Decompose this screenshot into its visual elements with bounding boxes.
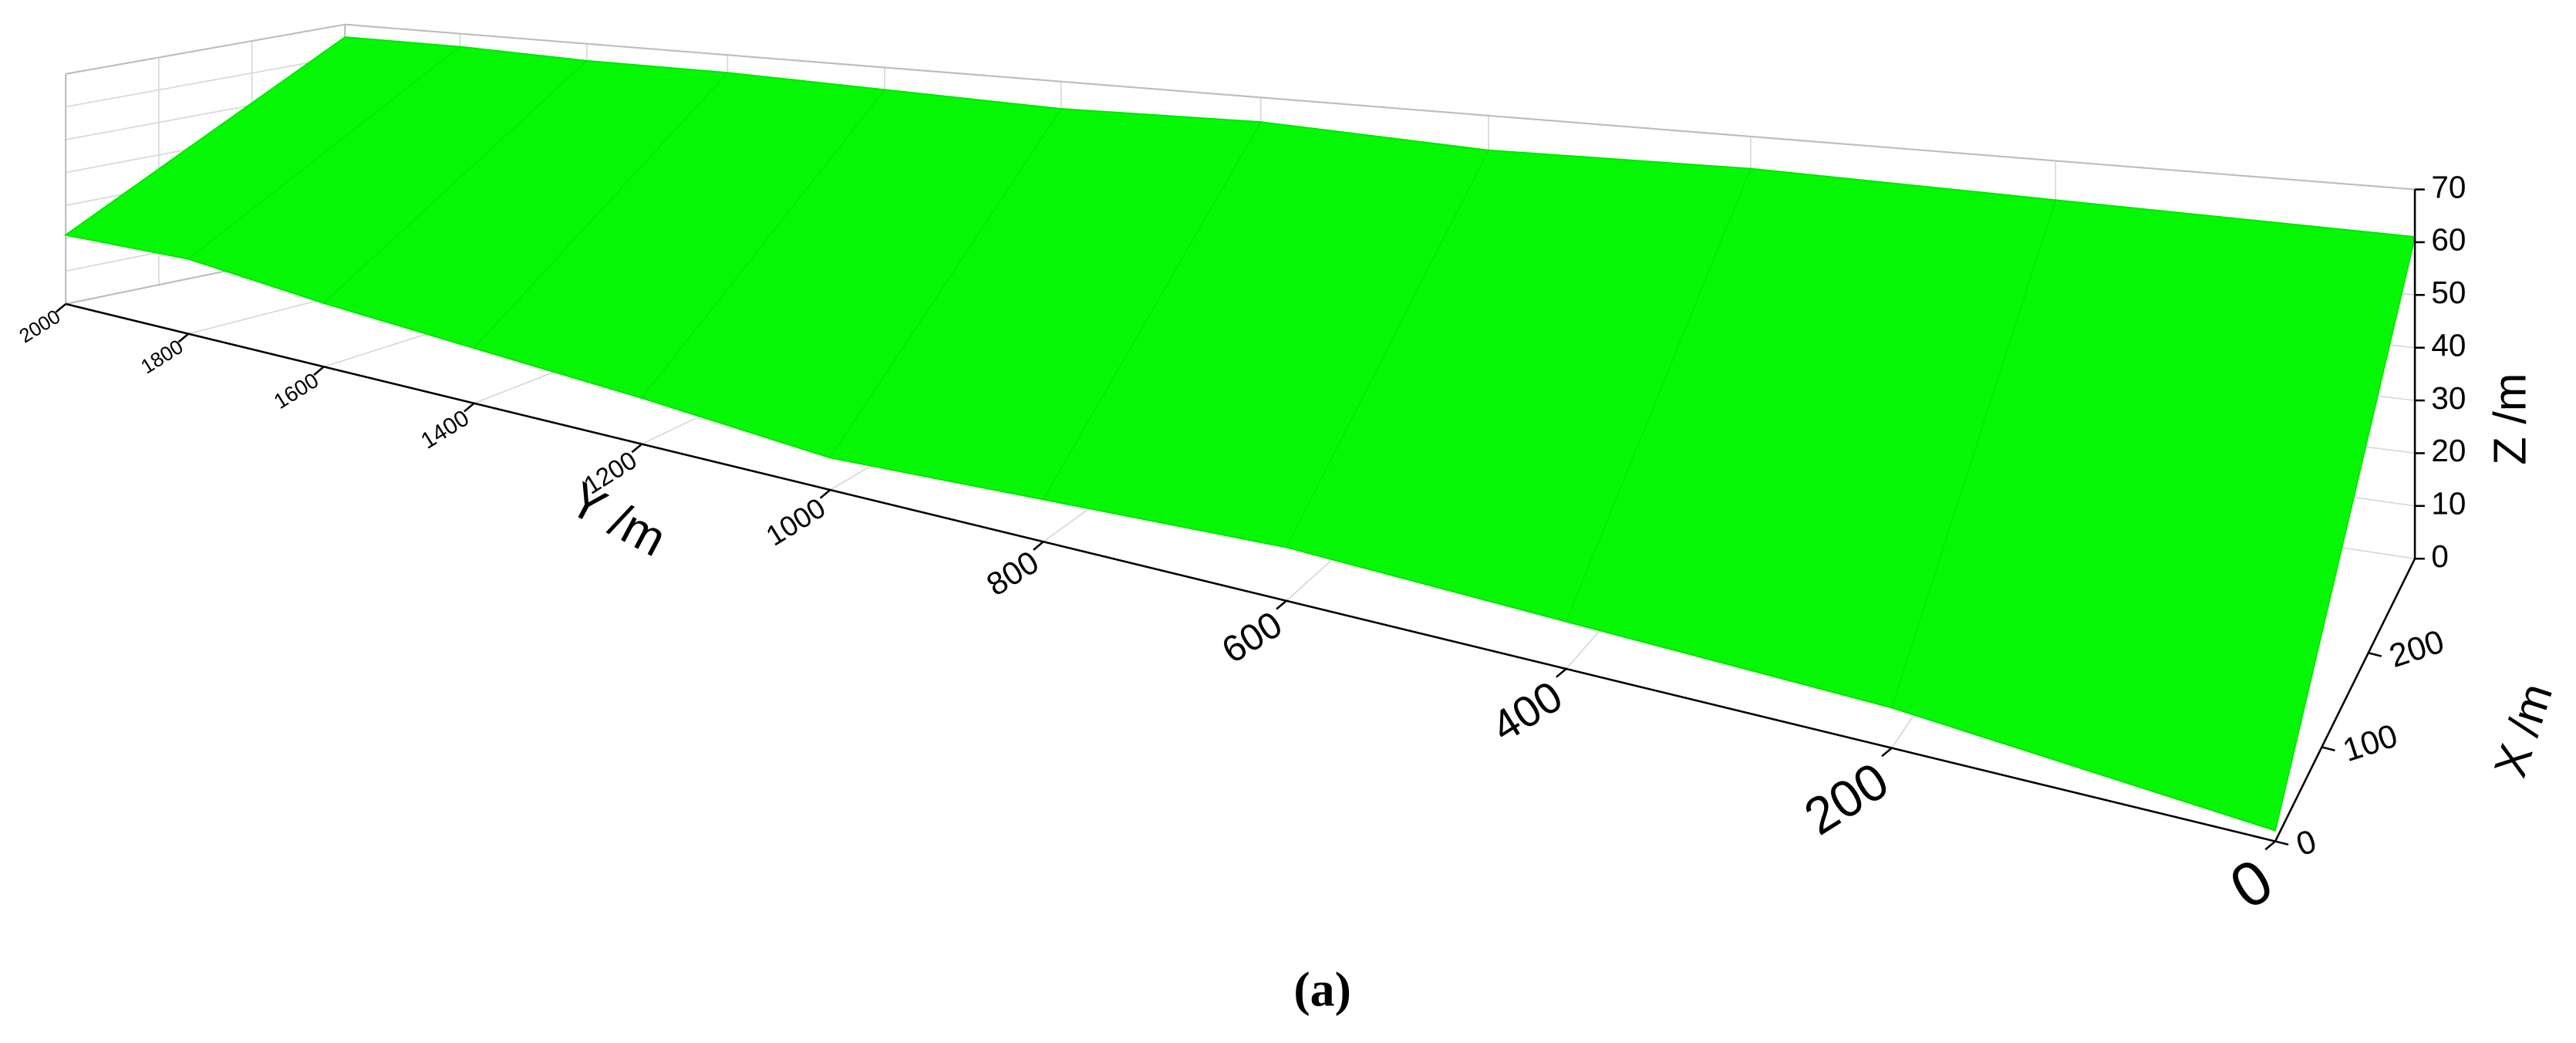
y-tick [1276, 599, 1287, 610]
y-tick [313, 366, 325, 376]
caption: (a) [1293, 961, 1351, 1016]
z-axis-title: Z /m [2484, 373, 2536, 465]
box-edge [345, 23, 2416, 191]
z-tick-label: 50 [2431, 275, 2466, 310]
z-tick-label: 70 [2431, 169, 2466, 204]
y-tick [177, 332, 190, 343]
mesh-line [1286, 150, 1489, 548]
surface-edge [66, 234, 2276, 832]
y-tick [55, 303, 67, 313]
z-tick-label: 40 [2431, 327, 2466, 363]
y-tick [1033, 541, 1044, 551]
y-tick [631, 443, 642, 454]
y-tick-label: 400 [1483, 671, 1570, 751]
y-axis [65, 302, 2276, 842]
mesh-line [1566, 168, 1752, 622]
grid-line [66, 56, 346, 108]
y-tick-label: 1000 [760, 491, 831, 552]
z-tick-label: 20 [2431, 433, 2466, 468]
x-tick [2368, 652, 2382, 657]
plot-area: 0200400600800100012001400160018002000010… [15, 23, 2563, 1016]
y-tick [819, 489, 831, 499]
mesh-line [641, 89, 885, 399]
mesh-line [65, 36, 346, 236]
y-tick-label: 600 [1215, 603, 1290, 671]
y-tick-label: 1400 [416, 405, 474, 454]
x-tick [2321, 746, 2335, 751]
z-tick-label: 60 [2431, 222, 2466, 258]
mesh-line [323, 60, 588, 304]
z-tick-label: 30 [2431, 380, 2466, 416]
y-tick-label: 2000 [15, 305, 64, 347]
mesh-line [829, 108, 1062, 458]
x-tick-label: 0 [2292, 822, 2321, 863]
y-tick-label: 0 [2219, 846, 2285, 923]
x-tick-label: 100 [2338, 717, 2402, 770]
mesh-line [474, 72, 728, 349]
surface-edge [345, 36, 2416, 238]
x-axis [2274, 558, 2416, 842]
mesh-line [187, 46, 460, 260]
y-axis-title: Y /m [561, 471, 676, 567]
y-tick-label: 1600 [270, 368, 323, 413]
x-tick-label: 200 [2385, 623, 2448, 675]
y-tick [464, 402, 475, 413]
box-edge [66, 23, 346, 75]
y-tick [2264, 840, 2276, 851]
mesh-line [1043, 121, 1262, 500]
x-axis-title: X /m [2484, 677, 2563, 783]
y-tick [1556, 668, 1567, 678]
mesh-line [1891, 200, 2056, 708]
z-tick-label: 0 [2431, 538, 2449, 574]
y-tick [1881, 747, 1893, 758]
y-tick-label: 200 [1795, 751, 1899, 846]
y-tick-label: 800 [980, 543, 1045, 603]
z-tick-label: 10 [2431, 486, 2466, 522]
mesh-line [2274, 236, 2416, 831]
x-tick [2274, 840, 2289, 846]
